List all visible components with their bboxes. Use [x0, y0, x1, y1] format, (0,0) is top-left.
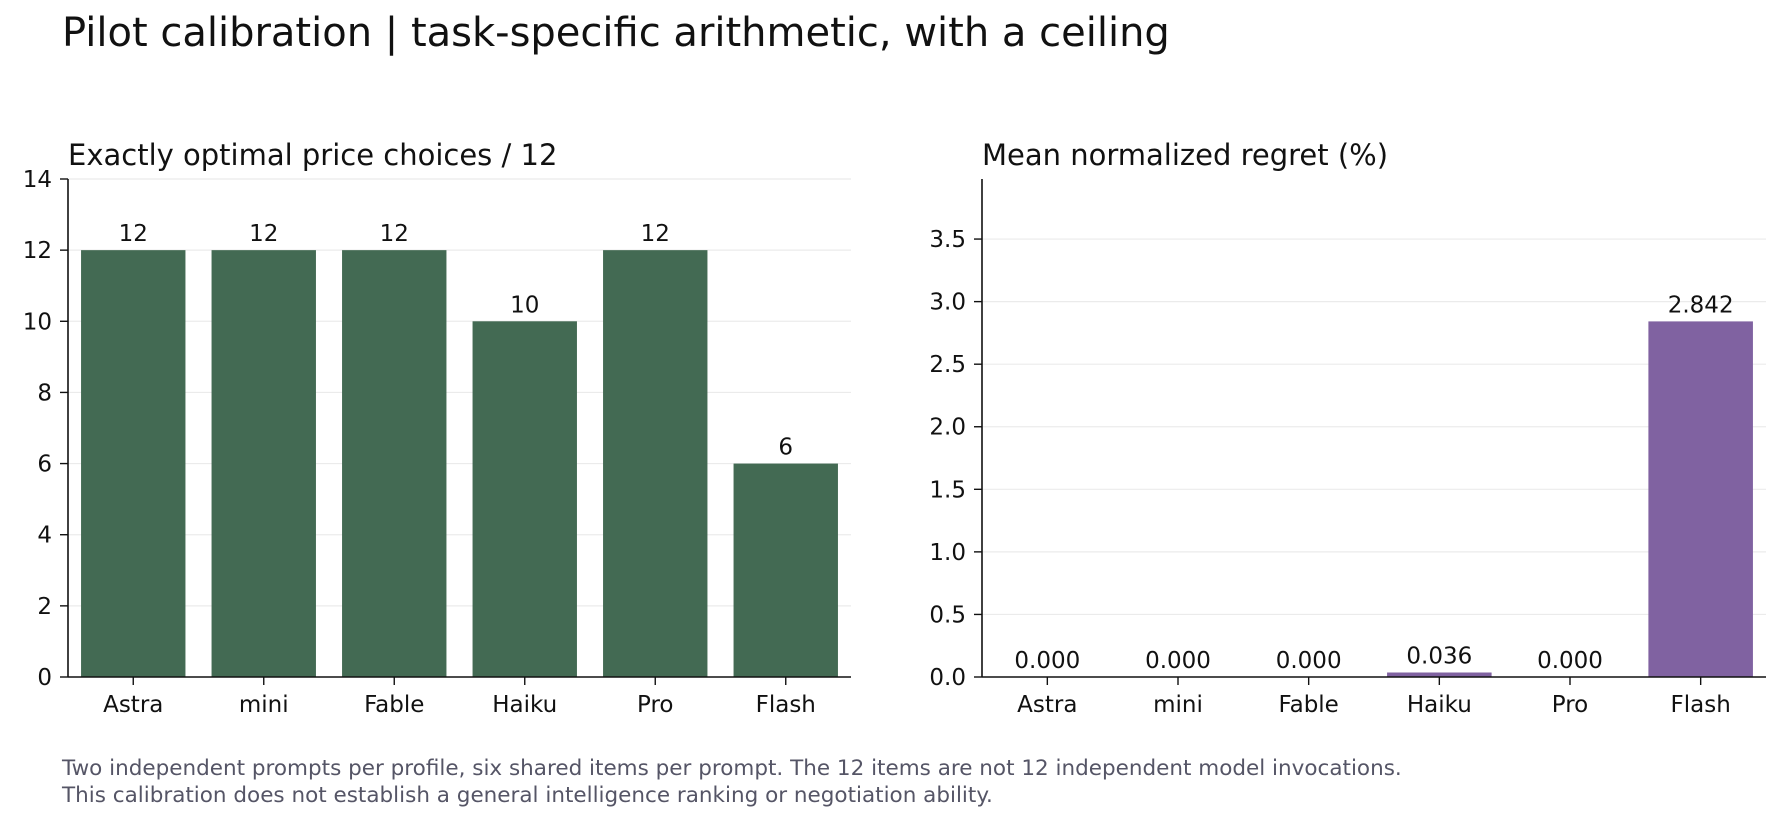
x-tick-label: Astra: [1017, 692, 1077, 718]
data-label: 6: [778, 435, 793, 461]
data-label: 12: [249, 221, 278, 247]
y-tick-label: 2: [37, 594, 52, 620]
y-tick-label: 3.0: [929, 290, 966, 316]
bar-flash: [1648, 321, 1753, 677]
data-label: 0.036: [1406, 643, 1472, 669]
data-label: 12: [380, 221, 409, 247]
bar-astra: [81, 250, 186, 677]
x-tick-label: Fable: [1278, 692, 1338, 718]
x-tick-label: Haiku: [492, 692, 557, 718]
bar-mini: [211, 250, 316, 677]
y-tick-label: 3.5: [929, 227, 966, 253]
panel-title: Mean normalized regret (%): [982, 138, 1388, 172]
data-label: 0.000: [1276, 648, 1342, 674]
figure-title: Pilot calibration | task-specific arithm…: [62, 10, 1170, 56]
bar-haiku: [472, 321, 577, 677]
x-tick-label: Haiku: [1407, 692, 1472, 718]
x-tick-label: Fable: [364, 692, 424, 718]
data-label: 0.000: [1145, 648, 1211, 674]
bar-pro: [603, 250, 708, 677]
bar-flash: [733, 463, 838, 677]
data-label: 12: [119, 221, 148, 247]
y-tick-label: 2.0: [929, 415, 966, 441]
bar-fable: [342, 250, 447, 677]
y-tick-label: 2.5: [929, 352, 966, 378]
bar-haiku: [1387, 672, 1492, 677]
y-tick-label: 6: [37, 452, 52, 478]
x-tick-label: Flash: [1671, 692, 1731, 718]
footnote-line: This calibration does not establish a ge…: [62, 783, 993, 808]
y-tick-label: 4: [37, 523, 52, 549]
data-label: 10: [510, 292, 539, 318]
y-tick-label: 0.5: [929, 602, 966, 628]
panel-title: Exactly optimal price choices / 12: [68, 138, 557, 172]
x-tick-label: Pro: [1552, 692, 1589, 718]
x-tick-label: mini: [1153, 692, 1203, 718]
footnote-line: Two independent prompts per profile, six…: [62, 756, 1402, 781]
x-tick-label: mini: [239, 692, 289, 718]
y-tick-label: 0: [37, 665, 52, 691]
x-tick-label: Pro: [637, 692, 674, 718]
y-tick-label: 8: [37, 380, 52, 406]
x-tick-label: Astra: [103, 692, 163, 718]
y-tick-label: 1.5: [929, 477, 966, 503]
x-tick-label: Flash: [756, 692, 816, 718]
y-tick-label: 14: [23, 167, 52, 193]
data-label: 0.000: [1014, 648, 1080, 674]
y-tick-label: 1.0: [929, 540, 966, 566]
data-label: 2.842: [1668, 292, 1734, 318]
data-label: 0.000: [1537, 648, 1603, 674]
y-tick-label: 0.0: [929, 665, 966, 691]
y-tick-label: 12: [23, 238, 52, 264]
data-label: 12: [641, 221, 670, 247]
y-tick-label: 10: [23, 309, 52, 335]
